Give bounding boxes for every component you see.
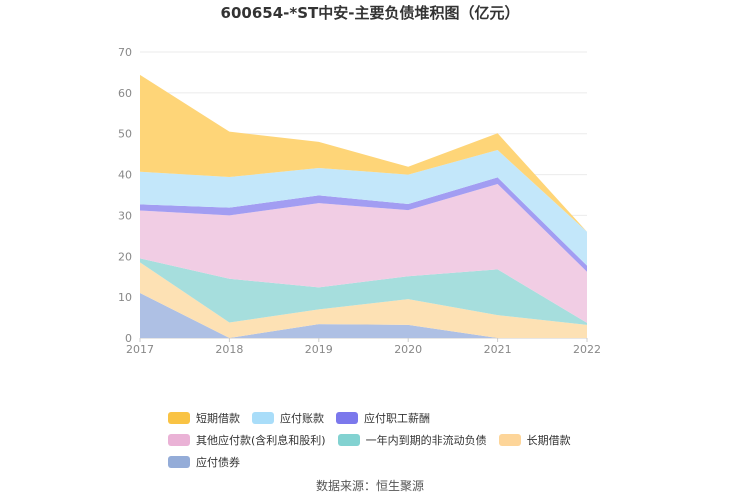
legend-item[interactable]: 其他应付款(含利息和股利) (168, 432, 326, 448)
legend-item[interactable]: 一年内到期的非流动负债 (337, 432, 487, 448)
y-tick-label: 0 (125, 332, 132, 345)
legend-swatch (168, 456, 190, 468)
legend-label: 应付账款 (280, 412, 324, 425)
area-series-3 (140, 183, 587, 323)
area-series-0 (140, 293, 587, 338)
legend-item[interactable]: 应付债券 (168, 454, 240, 470)
legend-swatch (168, 434, 190, 446)
legend-swatch (336, 412, 358, 424)
x-axis: 2017 2018 2019 2020 2021 2022 (126, 338, 601, 356)
legend-item[interactable]: 应付职工薪酬 (336, 410, 430, 426)
stacked-area-chart: 0 10 20 30 40 50 60 70 2017 2018 2019 2020 2021 2022 (118, 46, 601, 356)
y-tick-label: 50 (118, 128, 132, 141)
x-tick-label: 2018 (215, 343, 243, 356)
y-tick-label: 70 (118, 46, 132, 59)
legend-label: 短期借款 (196, 412, 240, 425)
legend-label: 应付职工薪酬 (364, 412, 430, 425)
x-tick-label: 2019 (305, 343, 333, 356)
area-series-1 (140, 262, 587, 338)
data-source: 数据来源：恒生聚源 (315, 479, 424, 493)
legend-item[interactable]: 短期借款 (168, 410, 240, 426)
legend-item[interactable]: 长期借款 (498, 432, 571, 448)
area-series-5 (140, 150, 587, 266)
legend-swatch (168, 412, 190, 424)
legend: 短期借款 应付账款 应付职工薪酬其他应付款(含利息和股利) 一年内到期的非流动负债 长期… (168, 410, 588, 476)
legend-label: 其他应付款(含利息和股利) (196, 434, 326, 447)
legend-item[interactable]: 应付账款 (252, 410, 324, 426)
legend-label: 长期借款 (526, 434, 571, 447)
y-axis: 0 10 20 30 40 50 60 70 (118, 46, 132, 345)
area-series (140, 74, 587, 338)
y-tick-label: 30 (118, 209, 132, 222)
area-series-2 (140, 258, 587, 325)
x-tick-label: 2021 (484, 343, 512, 356)
legend-swatch (498, 434, 521, 446)
y-tick-label: 10 (118, 291, 132, 304)
area-series-6 (140, 74, 587, 232)
y-tick-label: 40 (118, 169, 132, 182)
legend-swatch (252, 412, 274, 424)
x-tick-label: 2022 (573, 343, 601, 356)
chart-title: 600654-*ST中安-主要负债堆积图（亿元） (220, 4, 520, 22)
x-tick-label: 2017 (126, 343, 154, 356)
legend-label: 一年内到期的非流动负债 (365, 434, 487, 447)
y-tick-label: 20 (118, 250, 132, 263)
legend-label: 应付债券 (196, 456, 240, 469)
x-tick-label: 2020 (394, 343, 422, 356)
legend-swatch (337, 434, 360, 446)
y-tick-label: 60 (118, 87, 132, 100)
